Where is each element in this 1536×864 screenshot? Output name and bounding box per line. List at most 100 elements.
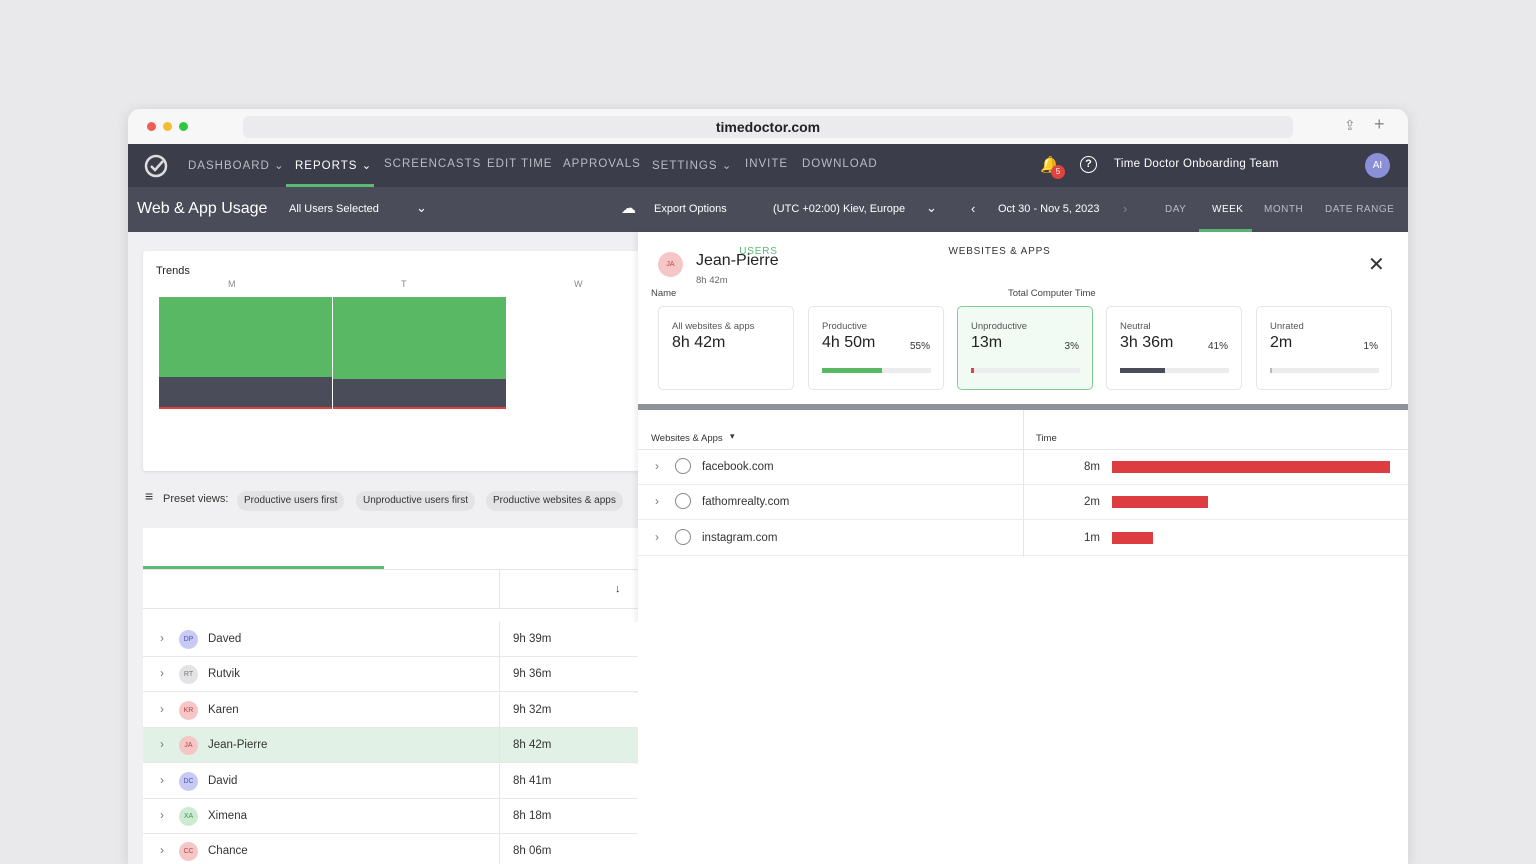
user-name: Daved <box>208 633 242 645</box>
summary-card[interactable]: Unproductive 13m 3% <box>957 306 1093 390</box>
user-name: Chance <box>208 845 248 858</box>
address-bar[interactable]: timedoctor.com <box>243 116 1293 138</box>
column-header[interactable]: Total Computer Time <box>1008 288 1096 299</box>
site-row[interactable]: › instagram.com 1m <box>638 521 1408 556</box>
user-avatar: DC <box>179 771 198 791</box>
preset-chip[interactable]: Unproductive users first <box>356 491 476 511</box>
site-time: 1m <box>1084 531 1100 544</box>
max-dot[interactable] <box>179 122 188 131</box>
col-divider <box>499 657 500 693</box>
expand-icon[interactable]: › <box>160 843 164 858</box>
site-row[interactable]: › fathomrealty.com 2m <box>638 485 1408 521</box>
day-label: M <box>228 279 236 289</box>
nav-item[interactable]: EDIT TIME <box>487 158 553 170</box>
summary-card[interactable]: Neutral 3h 36m 41% <box>1106 306 1242 390</box>
card-percent: 55% <box>909 341 930 352</box>
col-divider <box>499 799 500 834</box>
notification-badge: 5 <box>1051 165 1065 179</box>
nav-item[interactable]: REPORTS ⌄ <box>295 160 373 172</box>
globe-icon <box>675 528 691 545</box>
next-range[interactable]: › <box>1123 201 1128 216</box>
user-row[interactable]: › JA Jean-Pierre 8h 42m <box>143 728 638 764</box>
help-icon[interactable]: ? <box>1080 156 1097 173</box>
share-icon[interactable]: ⇪ <box>1344 117 1356 133</box>
prev-range[interactable]: ‹ <box>971 201 976 216</box>
page-title: Web & App Usage <box>137 200 268 217</box>
user-row[interactable]: › KR Karen 9h 32m <box>143 692 638 728</box>
nav-item[interactable]: APPROVALS <box>563 158 641 170</box>
detail-name: Jean-Pierre <box>696 252 779 269</box>
preset-label: Preset views: <box>163 493 229 505</box>
expand-icon[interactable]: › <box>655 529 659 544</box>
expand-icon[interactable]: › <box>655 494 659 509</box>
preset-chip[interactable]: Productive websites & apps <box>486 491 623 511</box>
cloud-icon[interactable]: ☁ <box>621 200 636 217</box>
user-time: 8h 06m <box>513 845 552 858</box>
nav-item[interactable]: SCREENCASTS <box>384 158 482 170</box>
expand-icon[interactable]: › <box>160 808 164 822</box>
summary-card[interactable]: Unrated 2m 1% <box>1256 306 1392 390</box>
expand-icon[interactable]: › <box>655 459 659 473</box>
active-indicator <box>286 184 374 187</box>
site-time: 8m <box>1084 461 1100 473</box>
nav-item[interactable]: DOWNLOAD <box>802 158 878 170</box>
preset-chip[interactable]: Productive users first <box>237 491 345 511</box>
period-option[interactable]: MONTH <box>1264 204 1304 215</box>
new-tab[interactable]: + <box>1374 114 1385 134</box>
user-row[interactable]: › RT Rutvik 9h 36m <box>143 657 638 693</box>
expand-icon[interactable]: › <box>160 737 164 752</box>
column-header[interactable]: Websites & Apps <box>651 433 723 444</box>
tab-indicator <box>143 566 384 569</box>
nav-item[interactable]: INVITE <box>745 158 789 170</box>
site-row[interactable]: › facebook.com 8m <box>638 450 1408 485</box>
user-avatar[interactable]: AI <box>1365 153 1390 178</box>
col-divider <box>499 622 500 657</box>
summary-card[interactable]: All websites & apps 8h 42m <box>658 306 794 390</box>
trend-bar-other <box>333 379 506 409</box>
nav-item[interactable]: DASHBOARD ⌄ <box>188 160 285 172</box>
summary-card[interactable]: Productive 4h 50m 55% <box>808 306 944 390</box>
timezone[interactable]: (UTC +02:00) Kiev, Europe <box>773 203 906 215</box>
sort-caret[interactable]: ▾ <box>730 431 735 441</box>
expand-icon[interactable]: › <box>160 701 164 716</box>
user-time: 8h 18m <box>513 810 552 822</box>
user-row[interactable]: › CC Chance 8h 06m <box>143 834 638 864</box>
tab[interactable]: USERS <box>739 246 778 257</box>
trends-title: Trends <box>156 265 190 277</box>
user-avatar: JA <box>179 736 198 756</box>
detail-total: 8h 42m <box>696 275 728 286</box>
close-button[interactable]: ✕ <box>1368 254 1385 276</box>
card-label: Unproductive <box>971 321 1027 332</box>
period-option[interactable]: DAY <box>1165 204 1187 215</box>
site-name: instagram.com <box>702 531 778 544</box>
card-value: 3h 36m <box>1120 334 1174 351</box>
expand-icon[interactable]: › <box>160 772 164 787</box>
team-name[interactable]: Time Doctor Onboarding Team <box>1114 158 1279 170</box>
progress-fill <box>971 368 975 373</box>
user-row[interactable]: › XA Ximena 8h 18m <box>143 799 638 834</box>
tab[interactable]: WEBSITES & APPS <box>948 246 1051 257</box>
col-divider <box>499 834 500 864</box>
timezone-caret[interactable]: ⌄ <box>926 200 937 215</box>
expand-icon[interactable]: › <box>160 631 164 645</box>
dropdown-caret[interactable]: ⌄ <box>416 200 427 215</box>
sort-arrow[interactable]: ↓ <box>615 583 621 595</box>
user-row[interactable]: › DC David 8h 41m <box>143 763 638 799</box>
export-options[interactable]: Export Options <box>654 203 727 215</box>
nav-item[interactable]: SETTINGS ⌄ <box>652 160 733 172</box>
card-value: 4h 50m <box>822 334 876 351</box>
expand-icon[interactable]: › <box>160 666 164 681</box>
trend-bar-productive <box>159 297 332 377</box>
period-option[interactable]: DATE RANGE <box>1325 204 1395 215</box>
site-name: facebook.com <box>702 461 774 473</box>
time-bar <box>1112 531 1153 544</box>
user-row[interactable]: › DP Daved 9h 39m <box>143 622 638 657</box>
day-label: W <box>574 279 583 289</box>
user-filter[interactable]: All Users Selected <box>289 203 379 215</box>
min-dot[interactable] <box>163 122 172 131</box>
close-dot[interactable] <box>147 122 156 131</box>
col-divider <box>499 692 500 728</box>
nav-bar: 🔔 5 ? Time Doctor Onboarding Team AI DAS… <box>128 144 1408 187</box>
logo[interactable] <box>143 153 169 179</box>
period-option[interactable]: WEEK <box>1212 204 1244 215</box>
